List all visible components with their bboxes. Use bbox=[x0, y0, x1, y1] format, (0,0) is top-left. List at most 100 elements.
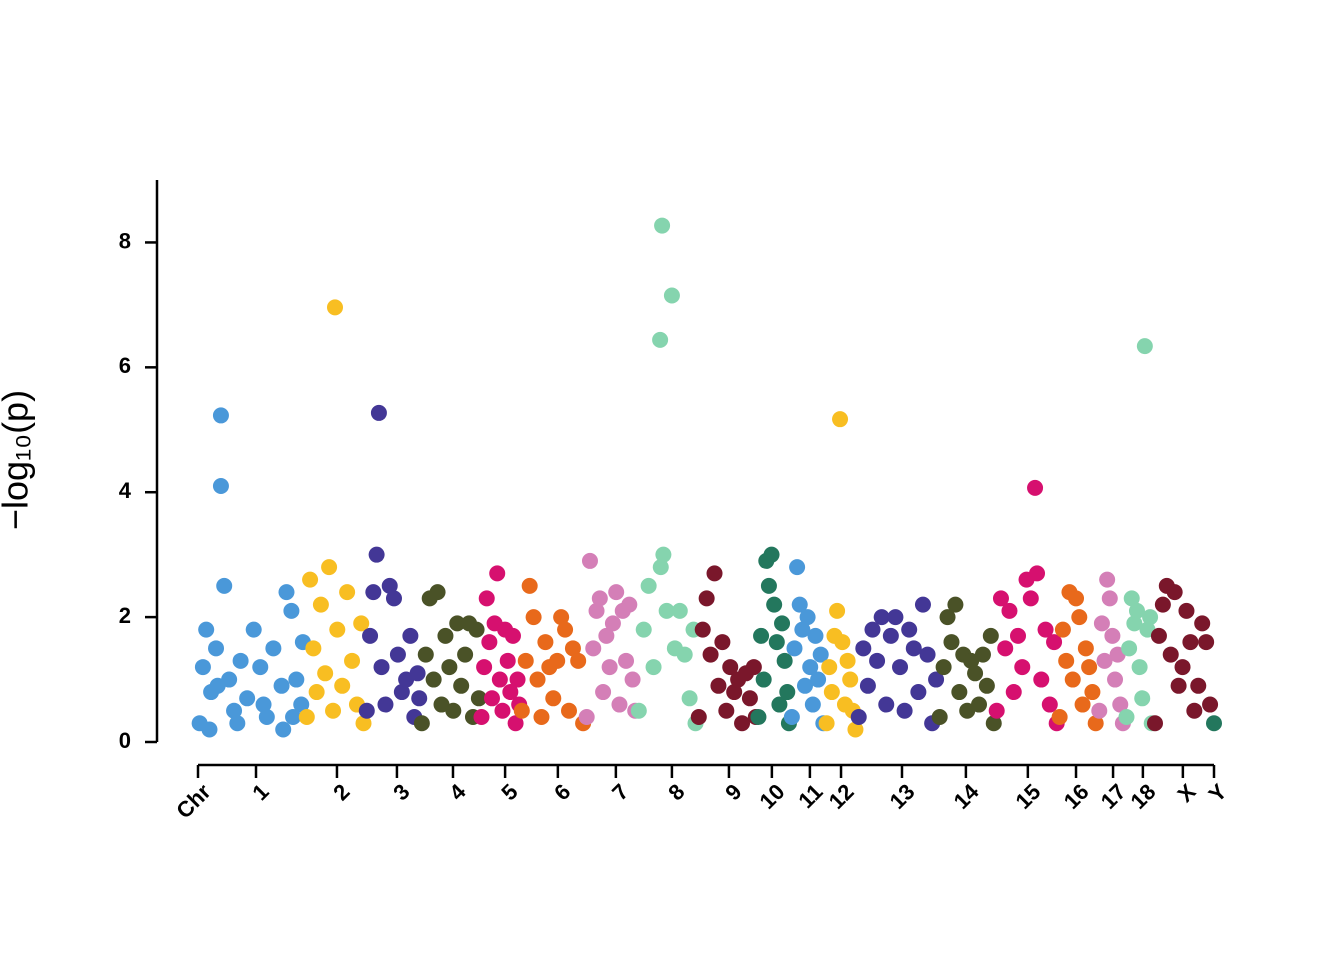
point bbox=[755, 671, 772, 688]
point bbox=[1084, 684, 1101, 701]
point bbox=[608, 584, 625, 601]
x-tick-label: 15 bbox=[1010, 779, 1045, 814]
point bbox=[1170, 677, 1187, 694]
point bbox=[229, 715, 246, 732]
point bbox=[557, 621, 574, 638]
point bbox=[859, 677, 876, 694]
point bbox=[232, 652, 249, 669]
x-tick-label: 18 bbox=[1126, 779, 1161, 814]
point bbox=[768, 634, 785, 651]
point bbox=[373, 659, 390, 676]
point bbox=[1081, 659, 1098, 676]
point bbox=[652, 559, 669, 576]
point bbox=[774, 615, 791, 632]
point bbox=[910, 684, 927, 701]
point bbox=[887, 609, 904, 626]
point bbox=[776, 652, 793, 669]
point bbox=[312, 596, 329, 613]
point bbox=[796, 677, 813, 694]
point bbox=[652, 331, 669, 348]
point bbox=[507, 715, 524, 732]
y-tick-label: 0 bbox=[119, 728, 131, 753]
point bbox=[499, 652, 516, 669]
point bbox=[873, 609, 890, 626]
point bbox=[745, 659, 762, 676]
point bbox=[753, 627, 770, 644]
point bbox=[654, 217, 671, 234]
x-tick-label: 10 bbox=[755, 779, 790, 814]
point bbox=[481, 634, 498, 651]
point bbox=[1154, 596, 1171, 613]
point bbox=[1051, 709, 1068, 726]
point bbox=[714, 634, 731, 651]
point bbox=[1147, 715, 1164, 732]
point bbox=[588, 602, 605, 619]
point bbox=[1010, 627, 1027, 644]
x-tick-label: 12 bbox=[824, 779, 859, 814]
point bbox=[1014, 659, 1031, 676]
point bbox=[763, 546, 780, 563]
point bbox=[611, 696, 628, 713]
point bbox=[635, 621, 652, 638]
y-axis-label: −log₁₀(p) bbox=[0, 390, 36, 530]
point bbox=[529, 671, 546, 688]
x-tick-label: Chr bbox=[171, 779, 216, 824]
point bbox=[967, 665, 984, 682]
point bbox=[409, 665, 426, 682]
point bbox=[645, 659, 662, 676]
point bbox=[393, 684, 410, 701]
point bbox=[325, 702, 342, 719]
point bbox=[1162, 646, 1179, 663]
point bbox=[722, 659, 739, 676]
point bbox=[293, 696, 310, 713]
point bbox=[799, 609, 816, 626]
point bbox=[842, 671, 859, 688]
point bbox=[1107, 671, 1124, 688]
point bbox=[621, 596, 638, 613]
point bbox=[839, 652, 856, 669]
point bbox=[1142, 609, 1159, 626]
point bbox=[285, 709, 302, 726]
point bbox=[1068, 590, 1085, 607]
point bbox=[411, 690, 428, 707]
point bbox=[847, 721, 864, 738]
point bbox=[591, 590, 608, 607]
point bbox=[457, 646, 474, 663]
point bbox=[305, 640, 322, 657]
point bbox=[402, 627, 419, 644]
point bbox=[882, 627, 899, 644]
point bbox=[829, 602, 846, 619]
point bbox=[1166, 584, 1183, 601]
point bbox=[943, 634, 960, 651]
point bbox=[564, 640, 581, 657]
point bbox=[433, 696, 450, 713]
point bbox=[513, 702, 530, 719]
point bbox=[850, 709, 867, 726]
point bbox=[365, 584, 382, 601]
point bbox=[741, 690, 758, 707]
point bbox=[1087, 715, 1104, 732]
point bbox=[425, 671, 442, 688]
point bbox=[417, 646, 434, 663]
point bbox=[706, 565, 723, 582]
point bbox=[655, 546, 672, 563]
point bbox=[676, 646, 693, 663]
point bbox=[1022, 590, 1039, 607]
point bbox=[265, 640, 282, 657]
point bbox=[997, 640, 1014, 657]
point bbox=[1174, 659, 1191, 676]
point bbox=[779, 684, 796, 701]
point bbox=[1104, 627, 1121, 644]
y-tick-label: 6 bbox=[119, 353, 131, 378]
point bbox=[807, 627, 824, 644]
point bbox=[317, 665, 334, 682]
point bbox=[473, 709, 490, 726]
point bbox=[1121, 640, 1138, 657]
point bbox=[1131, 659, 1148, 676]
point bbox=[1071, 609, 1088, 626]
x-tick-label: 4 bbox=[444, 778, 471, 805]
point bbox=[283, 602, 300, 619]
point bbox=[1029, 565, 1046, 582]
point bbox=[810, 671, 827, 688]
